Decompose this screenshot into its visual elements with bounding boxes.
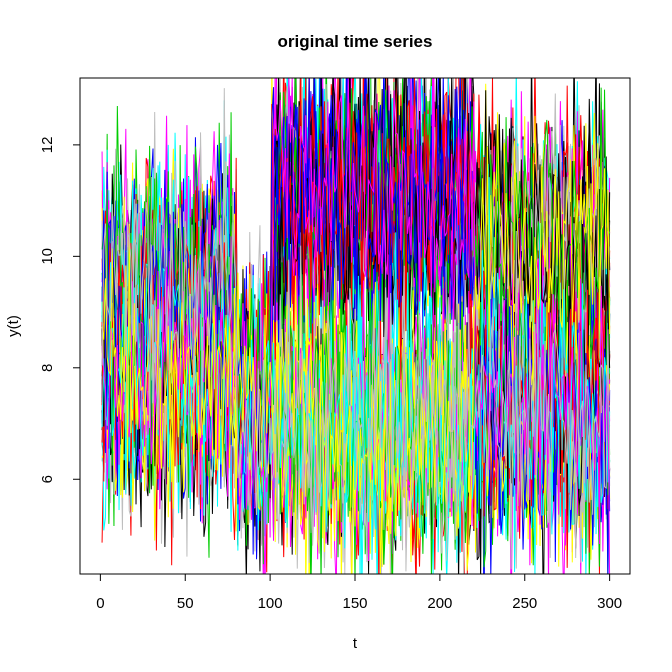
x-tick-label: 150 — [342, 595, 367, 612]
x-tick-label: 50 — [177, 595, 194, 612]
x-tick-label: 300 — [597, 595, 622, 612]
y-tick-label: 10 — [39, 248, 56, 265]
series-line — [101, 112, 611, 574]
y-axis-label: y(t) — [5, 315, 22, 337]
series-line — [101, 78, 611, 574]
series-line — [101, 88, 611, 572]
x-tick-label: 250 — [512, 595, 537, 612]
x-tick-label: 0 — [96, 595, 104, 612]
y-tick-label: 12 — [39, 137, 56, 154]
chart-title: original time series — [278, 32, 433, 51]
series-line — [101, 78, 611, 574]
series-line — [101, 78, 611, 568]
x-tick-label: 200 — [427, 595, 452, 612]
y-tick-label: 6 — [39, 475, 56, 483]
x-axis-label: t — [353, 635, 358, 652]
x-tick-label: 100 — [258, 595, 283, 612]
y-tick-label: 8 — [39, 364, 56, 372]
series-lines — [101, 78, 611, 574]
y-axis: 6 8 10 12 — [39, 137, 81, 483]
x-axis: 0 50 100 150 200 250 300 — [96, 573, 622, 612]
